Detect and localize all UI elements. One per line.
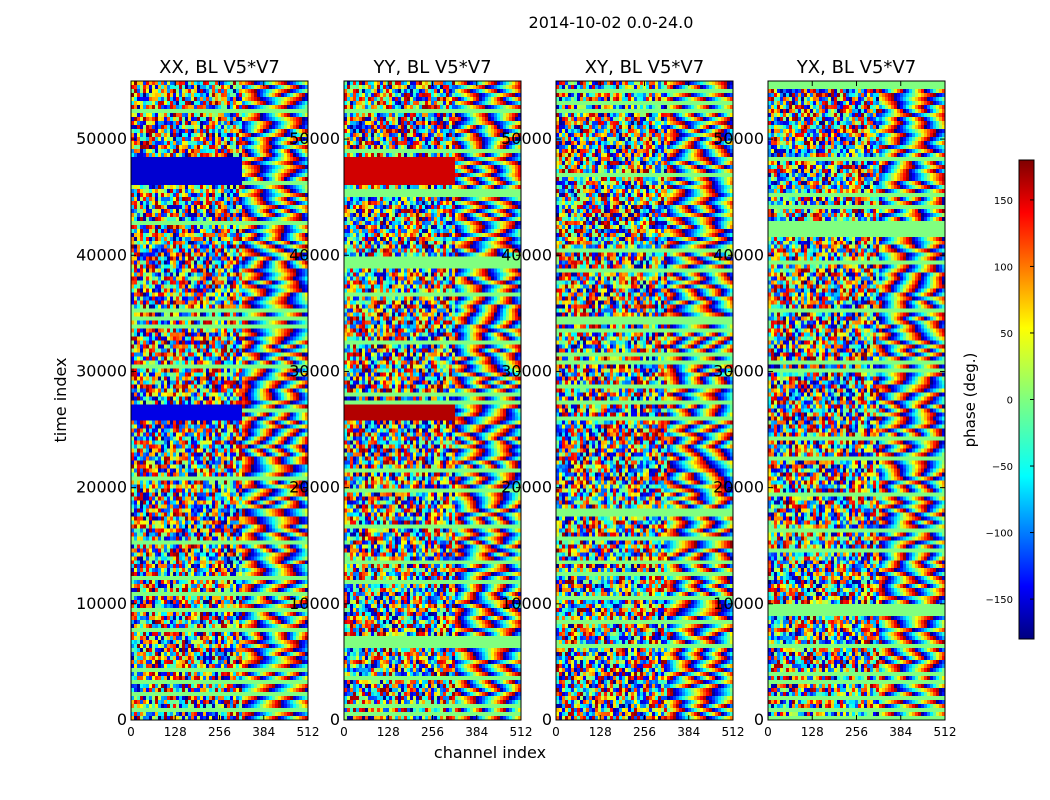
colorbar-ticks: 150 100 50 0 −50 −100 −150 bbox=[986, 196, 1034, 606]
colorbar-tick-label: −150 bbox=[986, 595, 1013, 606]
y-tick-label: 20000 bbox=[501, 478, 552, 497]
colorbar-tick-label: 150 bbox=[994, 196, 1013, 207]
y-tick-label: 20000 bbox=[76, 478, 127, 497]
panel-3: XY, BL V5*V7 0 10000 20000 30000 40000 50000 0 1… bbox=[501, 57, 744, 739]
heatmap-image bbox=[768, 81, 945, 720]
y-tick-label: 50000 bbox=[76, 129, 127, 148]
x-tick-label: 384 bbox=[252, 725, 275, 739]
y-tick-label: 10000 bbox=[501, 594, 552, 613]
y-tick-label: 0 bbox=[117, 710, 127, 729]
x-tick-label: 512 bbox=[510, 725, 533, 739]
figure-title: 2014-10-02 0.0-24.0 bbox=[529, 13, 694, 32]
x-tick-label: 0 bbox=[552, 725, 560, 739]
y-tick-label: 0 bbox=[330, 710, 340, 729]
heatmap-image bbox=[344, 81, 521, 720]
y-tick-label: 30000 bbox=[289, 361, 340, 380]
panel-title: XX, BL V5*V7 bbox=[159, 57, 280, 78]
y-tick-label: 30000 bbox=[76, 361, 127, 380]
colorbar-tick-label: 100 bbox=[994, 262, 1013, 273]
y-tick-label: 50000 bbox=[289, 129, 340, 148]
x-tick-label: 512 bbox=[297, 725, 320, 739]
x-tick-label: 384 bbox=[677, 725, 700, 739]
y-tick-label: 10000 bbox=[289, 594, 340, 613]
x-tick-label: 128 bbox=[377, 725, 400, 739]
y-tick-label: 30000 bbox=[713, 361, 764, 380]
y-tick-label: 40000 bbox=[713, 245, 764, 264]
x-tick-label: 128 bbox=[164, 725, 187, 739]
colorbar-tick-label: 0 bbox=[1007, 396, 1013, 407]
x-tick-label: 256 bbox=[633, 725, 656, 739]
y-tick-label: 10000 bbox=[713, 594, 764, 613]
y-tick-label: 50000 bbox=[713, 129, 764, 148]
x-tick-label: 0 bbox=[764, 725, 772, 739]
colorbar: 150 100 50 0 −50 −100 −150 phase (deg.) bbox=[961, 159, 1035, 640]
y-tick-label: 0 bbox=[542, 710, 552, 729]
x-tick-label: 128 bbox=[801, 725, 824, 739]
heatmap-image bbox=[556, 81, 733, 720]
colorbar-tick-label: −100 bbox=[986, 529, 1013, 540]
y-tick-label: 20000 bbox=[713, 478, 764, 497]
colorbar-tick-label: 50 bbox=[1000, 329, 1013, 340]
panel-2: YY, BL V5*V7 0 10000 20000 30000 40000 50000 0 1… bbox=[289, 57, 532, 739]
x-axis-label: channel index bbox=[434, 743, 546, 762]
x-tick-label: 512 bbox=[722, 725, 745, 739]
y-tick-label: 0 bbox=[754, 710, 764, 729]
x-tick-label: 0 bbox=[340, 725, 348, 739]
heatmap-image bbox=[131, 81, 308, 720]
y-tick-label: 40000 bbox=[289, 245, 340, 264]
x-tick-label: 256 bbox=[845, 725, 868, 739]
y-tick-label: 10000 bbox=[76, 594, 127, 613]
x-tick-label: 0 bbox=[127, 725, 135, 739]
x-tick-label: 512 bbox=[934, 725, 957, 739]
x-tick-label: 384 bbox=[889, 725, 912, 739]
x-tick-label: 128 bbox=[589, 725, 612, 739]
y-tick-label: 40000 bbox=[76, 245, 127, 264]
colorbar-label: phase (deg.) bbox=[961, 353, 979, 448]
y-tick-label: 30000 bbox=[501, 361, 552, 380]
x-tick-label: 384 bbox=[465, 725, 488, 739]
y-axis-label: time index bbox=[51, 357, 70, 442]
x-tick-label: 256 bbox=[421, 725, 444, 739]
panel-title: YY, BL V5*V7 bbox=[372, 57, 491, 78]
panel-title: XY, BL V5*V7 bbox=[585, 57, 704, 78]
x-tick-label: 256 bbox=[208, 725, 231, 739]
panel-title: YX, BL V5*V7 bbox=[796, 57, 916, 78]
panel-4: YX, BL V5*V7 0 10000 20000 30000 40000 50000 0 1… bbox=[713, 57, 956, 739]
panel-1: XX, BL V5*V7 0 10000 20000 30000 40000 50000 0 1… bbox=[76, 57, 319, 739]
y-tick-label: 20000 bbox=[289, 478, 340, 497]
colorbar-tick-label: −50 bbox=[992, 462, 1013, 473]
panels: XX, BL V5*V7 0 10000 20000 30000 40000 50000 0 1… bbox=[76, 57, 956, 739]
y-tick-label: 50000 bbox=[501, 129, 552, 148]
y-tick-label: 40000 bbox=[501, 245, 552, 264]
